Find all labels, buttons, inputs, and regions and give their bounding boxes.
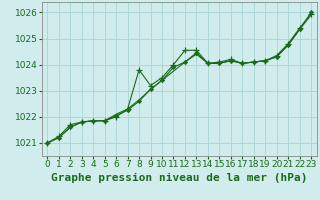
- X-axis label: Graphe pression niveau de la mer (hPa): Graphe pression niveau de la mer (hPa): [51, 173, 308, 183]
